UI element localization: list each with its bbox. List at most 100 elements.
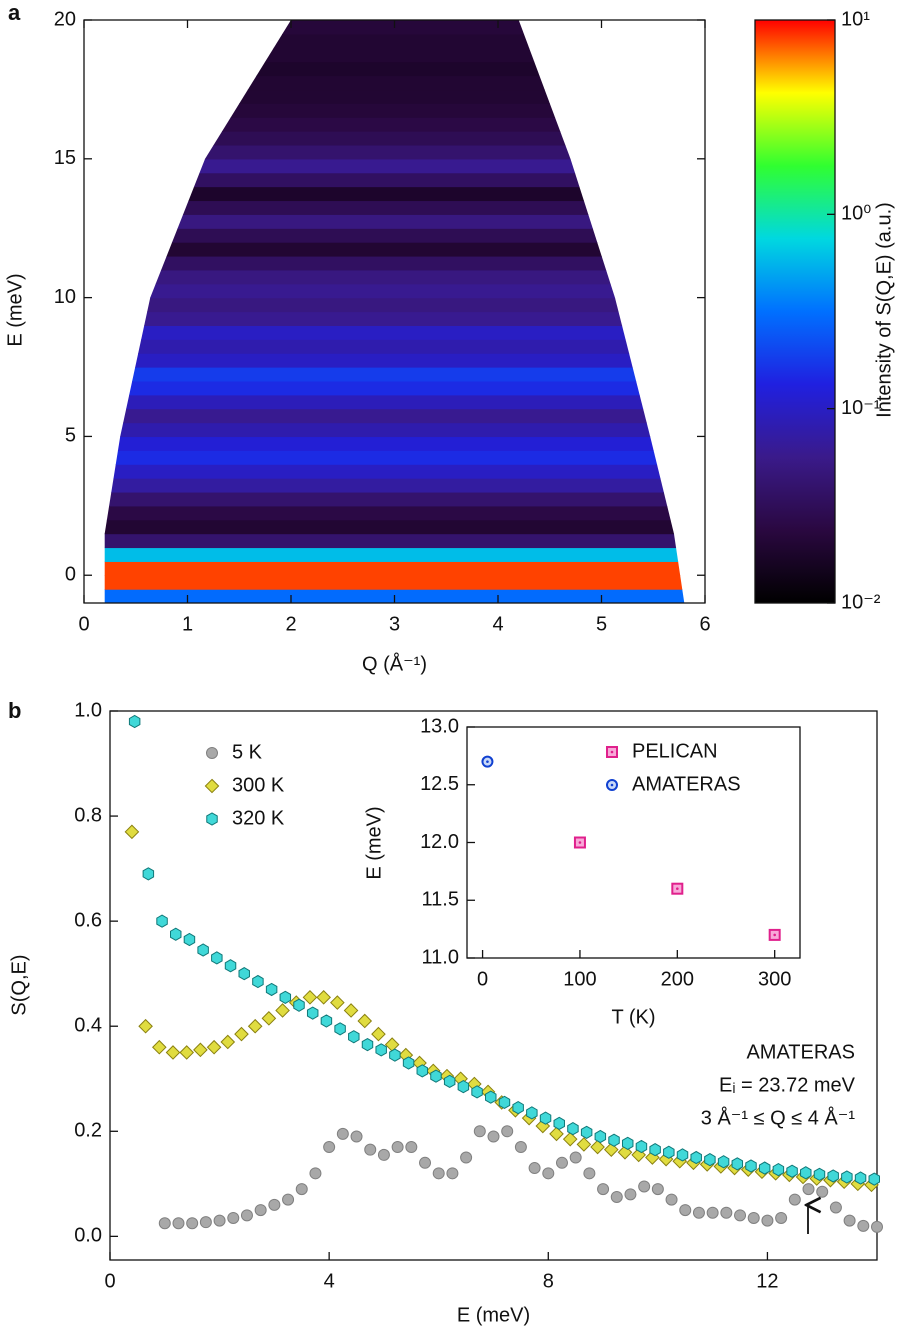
data-point	[788, 1193, 801, 1206]
data-point	[334, 1022, 346, 1036]
data-point	[179, 1045, 195, 1060]
legend-marker	[606, 779, 618, 791]
y-tick-label: 13.0	[420, 715, 459, 737]
data-point	[775, 1211, 788, 1224]
heatmap-cell	[104, 61, 685, 77]
data-point	[786, 1164, 798, 1178]
x-axis-label: T (K)	[611, 1006, 655, 1028]
legend-label: 320 K	[232, 807, 285, 829]
heatmap-cell	[104, 505, 685, 521]
data-point	[446, 1167, 459, 1180]
marker-shape	[638, 1180, 651, 1193]
marker-shape	[514, 1141, 527, 1154]
data-point	[457, 1080, 470, 1094]
marker-dot	[578, 841, 582, 844]
heatmap-cell	[104, 561, 685, 576]
marker-shape	[405, 1141, 418, 1154]
marker-shape	[526, 1106, 538, 1120]
data-point	[562, 1131, 578, 1147]
marker-shape	[704, 1153, 716, 1167]
data-point	[854, 1171, 867, 1185]
plot-frame	[109, 710, 878, 1261]
data-point	[590, 1139, 605, 1155]
data-point	[747, 1211, 760, 1224]
data-point	[671, 882, 684, 895]
data-point	[402, 1056, 415, 1070]
marker-shape	[635, 1139, 648, 1154]
data-point	[827, 1169, 839, 1183]
data-point	[306, 1006, 319, 1020]
data-point	[389, 1048, 401, 1062]
marker-dot	[486, 760, 489, 763]
data-point	[158, 1217, 171, 1230]
data-point	[526, 1106, 538, 1120]
marker-shape	[170, 927, 182, 941]
marker-shape	[254, 1204, 267, 1217]
marker-shape	[631, 1147, 646, 1163]
data-point	[197, 943, 209, 957]
data-point	[871, 1220, 883, 1233]
y-tick-label: 10	[54, 286, 76, 308]
x-tick-label: 2	[285, 613, 296, 635]
data-point	[124, 824, 140, 840]
data-point	[734, 1209, 747, 1222]
heatmap-cell	[104, 533, 685, 549]
data-point	[186, 1217, 199, 1230]
data-point	[211, 951, 223, 965]
marker-shape	[282, 1193, 295, 1206]
data-point	[549, 1126, 564, 1142]
data-point	[731, 1157, 744, 1171]
data-point	[514, 1141, 527, 1154]
x-tick-label: 12	[756, 1270, 778, 1292]
marker-shape	[156, 914, 168, 928]
marker-shape	[512, 1101, 524, 1115]
marker-shape	[371, 1026, 386, 1042]
marker-shape	[501, 1125, 514, 1138]
marker-shape	[473, 1125, 486, 1138]
heatmap-cell	[104, 214, 685, 229]
marker-shape	[323, 1141, 336, 1154]
data-point	[460, 1151, 473, 1164]
heatmap-cell	[104, 491, 685, 507]
marker-shape	[786, 1164, 798, 1178]
marker-shape	[204, 778, 220, 794]
data-point	[829, 1201, 842, 1214]
y-tick-label: 11.0	[422, 946, 459, 968]
marker-shape	[224, 959, 237, 973]
marker-shape	[528, 1162, 541, 1175]
heatmap-cell	[104, 380, 685, 396]
marker-shape	[124, 824, 140, 840]
marker-shape	[597, 1183, 610, 1196]
marker-shape	[758, 1161, 771, 1175]
data-point	[768, 928, 781, 941]
data-point	[165, 1045, 181, 1060]
legend-label: 5 K	[232, 741, 263, 763]
data-point	[576, 1137, 592, 1152]
marker-shape	[621, 1136, 634, 1150]
marker-shape	[569, 1151, 582, 1164]
marker-shape	[562, 1131, 578, 1147]
legend-marker	[206, 812, 218, 826]
data-point	[597, 1183, 610, 1196]
data-point	[254, 1204, 267, 1217]
data-point	[580, 1125, 593, 1139]
marker-shape	[234, 1026, 249, 1042]
marker-shape	[211, 951, 223, 965]
x-tick-label: 1	[182, 613, 193, 635]
data-point	[240, 1209, 253, 1222]
marker-shape	[485, 1090, 497, 1104]
marker-shape	[542, 1167, 555, 1180]
marker-shape	[206, 747, 218, 759]
data-point	[252, 974, 264, 989]
y-tick-label: 0.2	[74, 1120, 102, 1142]
data-point	[432, 1167, 445, 1180]
marker-shape	[293, 998, 305, 1012]
data-point	[651, 1183, 664, 1196]
data-point	[348, 1030, 360, 1044]
legend-label: 300 K	[232, 774, 285, 796]
marker-shape	[172, 1217, 185, 1230]
marker-shape	[460, 1151, 473, 1164]
data-point	[663, 1145, 675, 1159]
data-point	[309, 1167, 322, 1180]
